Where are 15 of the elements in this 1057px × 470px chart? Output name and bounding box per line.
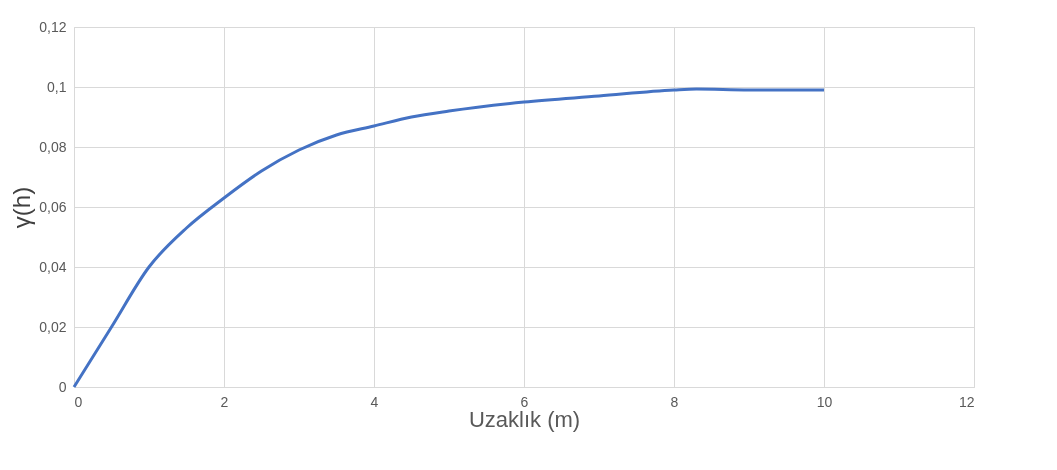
x-tick-label: 10 (816, 393, 833, 410)
line-series (72, 87, 826, 389)
y-tick-label: 0,1 (47, 78, 67, 95)
x-tick-label: 8 (670, 393, 679, 410)
y-tick-label: 0,04 (39, 258, 67, 275)
x-tick-label: 2 (220, 393, 229, 410)
x-tick-label: 12 (958, 393, 975, 410)
y-tick-label: 0 (58, 378, 67, 395)
y-tick-label: 0,12 (39, 18, 67, 35)
y-tick-label: 0,08 (39, 138, 67, 155)
y-tick-label: 0,02 (39, 318, 67, 335)
x-tick-label: 0 (74, 393, 83, 410)
y-axis-title: γ(h) (8, 186, 36, 229)
y-tick-label: 0,06 (39, 198, 67, 215)
x-tick-label: 4 (370, 393, 379, 410)
